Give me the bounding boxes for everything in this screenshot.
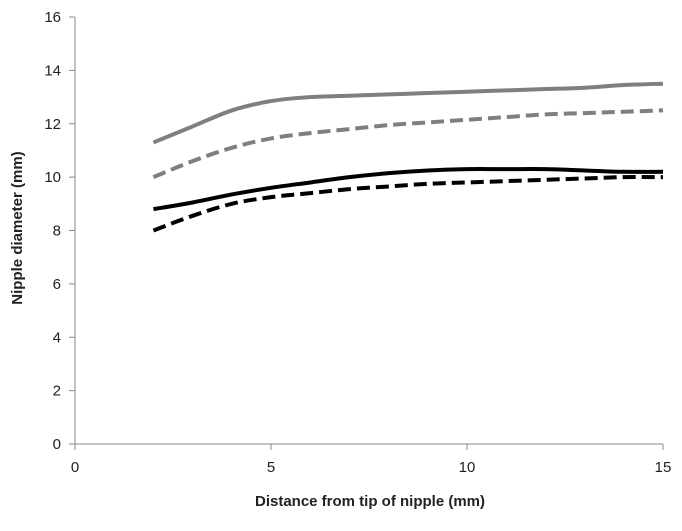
x-tick-label: 15 xyxy=(655,459,672,476)
series-line-black-dashed xyxy=(152,175,664,233)
series-line-black-solid xyxy=(153,167,664,212)
series-line-gray-solid xyxy=(152,81,664,145)
series-group xyxy=(152,81,664,233)
y-tick-label: 6 xyxy=(53,276,61,293)
y-tick-label: 12 xyxy=(44,116,61,133)
y-tick-label: 14 xyxy=(44,62,61,79)
y-tick-label: 4 xyxy=(53,329,61,346)
y-tick-label: 8 xyxy=(53,223,61,240)
x-tick-label: 0 xyxy=(71,459,79,476)
y-tick-label: 2 xyxy=(53,383,61,400)
x-tick-label: 10 xyxy=(459,459,476,476)
y-tick-label: 10 xyxy=(44,169,61,186)
y-axis-title: Nipple diameter (mm) xyxy=(9,151,26,304)
x-axis-title: Distance from tip of nipple (mm) xyxy=(255,493,485,510)
y-tick-label: 0 xyxy=(53,436,61,453)
y-tick-label: 16 xyxy=(44,9,61,26)
axes: 0 2 4 6 8 10 12 14 16 0 5 10 15 xyxy=(44,9,671,476)
series-line-gray-dashed xyxy=(152,108,664,179)
x-tick-label: 5 xyxy=(267,459,275,476)
